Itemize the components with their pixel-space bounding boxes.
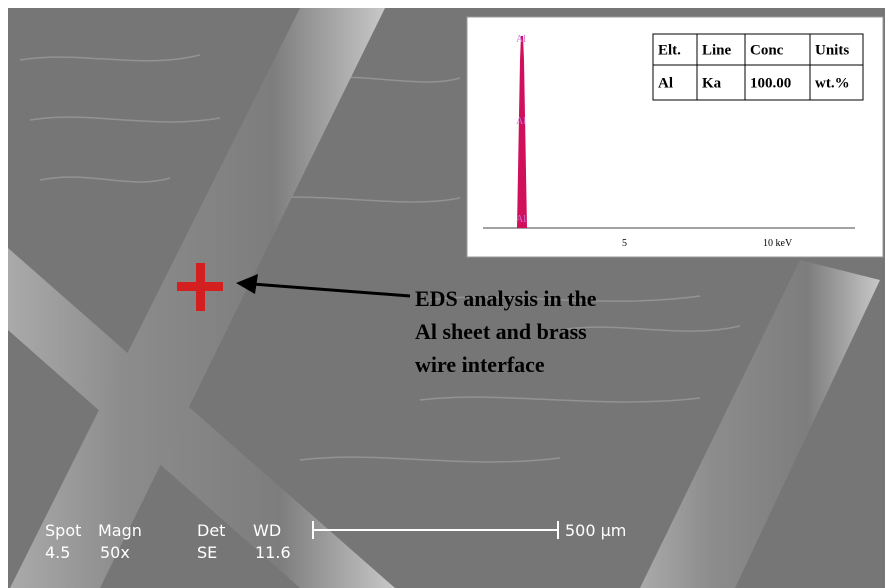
scale-label: 500 µm xyxy=(565,521,626,540)
axis-label: 10 keV xyxy=(763,238,793,249)
sem-label: Det xyxy=(197,521,225,540)
peak-label: Al xyxy=(516,214,526,225)
sem-label: Magn xyxy=(98,521,142,540)
sem-label: Spot xyxy=(45,521,81,540)
figure: EDS analysis in the Al sheet and brass w… xyxy=(0,0,885,588)
axis-label: 5 xyxy=(622,238,627,249)
table-header: Line xyxy=(702,43,732,59)
table-cell: Ka xyxy=(702,76,722,92)
table-header: Conc xyxy=(750,43,784,59)
sem-value: 50x xyxy=(100,543,130,562)
table-cell: 100.00 xyxy=(750,76,791,92)
table-cell: Al xyxy=(658,76,673,92)
table-header: Elt. xyxy=(658,43,681,59)
table-header: Units xyxy=(815,43,849,59)
annotation: EDS analysis in the xyxy=(415,286,597,311)
sem-label: WD xyxy=(253,521,281,540)
table-cell: wt.% xyxy=(815,76,850,92)
peak-label: Al xyxy=(516,116,526,127)
peak-label: Al xyxy=(516,34,526,45)
sem-value: 11.6 xyxy=(255,543,291,562)
sem-value: 4.5 xyxy=(45,543,70,562)
annotation: wire interface xyxy=(415,352,545,377)
sem-value: SE xyxy=(197,543,217,562)
annotation: Al sheet and brass xyxy=(415,319,587,344)
eds-inset: Al Al Al 5 10 keV Elt. Line Conc Units Al Ka 1… xyxy=(467,17,883,257)
